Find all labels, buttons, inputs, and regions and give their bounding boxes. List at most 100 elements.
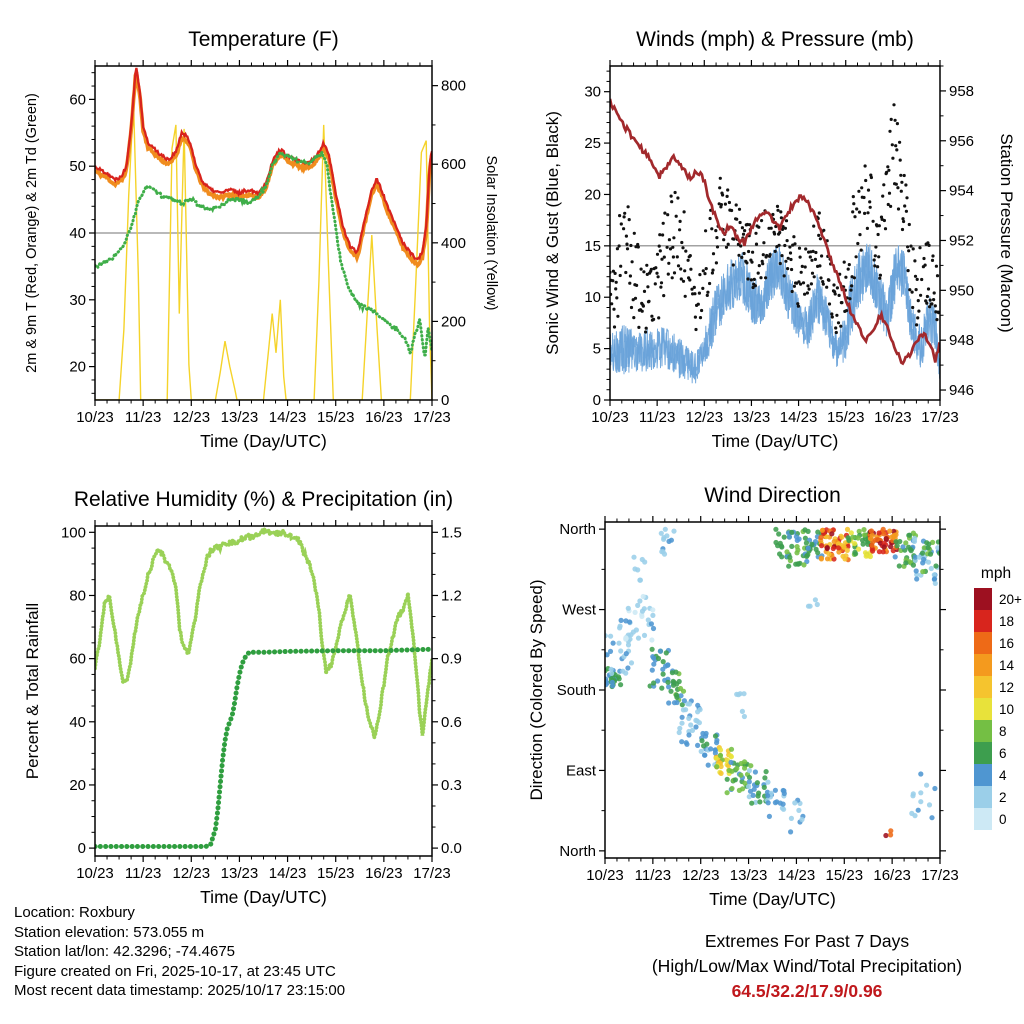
svg-text:14/23: 14/23 [780,409,818,426]
svg-text:Winds (mph) & Pressure (mb): Winds (mph) & Pressure (mb) [636,28,914,51]
svg-text:5: 5 [593,341,601,358]
svg-text:East: East [566,762,597,779]
svg-text:950: 950 [949,282,974,299]
svg-text:13/23: 13/23 [221,409,259,426]
station-elevation: Station elevation: 573.055 m [14,923,205,941]
svg-text:Station Pressure (Maroon): Station Pressure (Maroon) [997,133,1016,332]
svg-text:12/23: 12/23 [686,409,724,426]
extremes-subtitle: (High/Low/Max Wind/Total Precipitation) [651,956,963,976]
svg-text:13/23: 13/23 [730,867,768,884]
svg-text:South: South [557,682,596,699]
svg-text:West: West [562,602,597,619]
svg-text:10/23: 10/23 [76,409,114,426]
svg-text:100: 100 [61,524,86,541]
svg-text:11/23: 11/23 [635,867,671,884]
svg-text:0: 0 [999,812,1007,827]
svg-text:20: 20 [584,186,601,203]
svg-text:Wind Direction: Wind Direction [704,484,841,507]
svg-text:8: 8 [999,724,1007,739]
svg-text:16/23: 16/23 [874,409,912,426]
svg-text:10/23: 10/23 [76,865,114,882]
svg-text:17/23: 17/23 [413,865,451,882]
svg-text:Relative Humidity (%) & Precip: Relative Humidity (%) & Precipitation (i… [74,488,453,511]
svg-text:15/23: 15/23 [317,409,355,426]
svg-text:20+: 20+ [999,592,1022,607]
extremes-title: Extremes For Past 7 Days [704,931,910,951]
svg-text:80: 80 [69,587,86,604]
svg-text:13/23: 13/23 [221,865,259,882]
svg-text:400: 400 [441,235,466,252]
svg-text:16: 16 [999,636,1014,651]
svg-text:14/23: 14/23 [269,409,307,426]
svg-text:40: 40 [69,225,86,242]
svg-text:2m & 9m T (Red, Orange) & 2m T: 2m & 9m T (Red, Orange) & 2m Td (Green) [24,93,40,373]
svg-text:10/23: 10/23 [586,867,624,884]
temperature-chart: 10/23 11/23 12/23 13/23 14/23 15/23 16/23 17/23… [24,28,499,451]
svg-text:14/23: 14/23 [778,867,816,884]
svg-text:15/23: 15/23 [827,409,865,426]
svg-text:Time (Day/UTC): Time (Day/UTC) [712,431,839,451]
data-timestamp: Most recent data timestamp: 2025/10/17 2… [14,982,346,999]
svg-text:Time (Day/UTC): Time (Day/UTC) [709,889,836,909]
svg-text:16/23: 16/23 [365,865,403,882]
svg-text:954: 954 [949,183,974,200]
svg-text:15: 15 [584,238,601,255]
svg-text:15/23: 15/23 [317,865,355,882]
svg-text:Time (Day/UTC): Time (Day/UTC) [200,431,327,451]
svg-text:1.2: 1.2 [441,587,462,604]
station-info: Location: Roxbury Station elevation: 573… [14,903,345,1001]
svg-text:20: 20 [69,359,86,376]
svg-text:600: 600 [441,156,466,173]
svg-text:16/23: 16/23 [873,867,911,884]
svg-text:14: 14 [999,658,1015,673]
svg-text:60: 60 [69,651,86,668]
svg-text:12/23: 12/23 [682,867,720,884]
svg-text:200: 200 [441,313,466,330]
svg-text:15/23: 15/23 [826,867,864,884]
svg-text:50: 50 [69,158,86,175]
svg-text:Temperature (F): Temperature (F) [188,28,339,51]
extremes-values: 64.5/32.2/17.9/0.96 [731,981,883,1001]
svg-text:11/23: 11/23 [639,409,675,426]
svg-text:25: 25 [584,135,601,152]
svg-text:948: 948 [949,332,974,349]
wind-pressure-chart: 10/23 11/23 12/23 13/23 14/23 15/23 16/23 17/23… [543,28,1016,451]
svg-text:Direction (Colored By Speed): Direction (Colored By Speed) [527,579,546,800]
svg-text:North: North [559,521,596,538]
svg-text:North: North [559,843,596,860]
svg-text:18: 18 [999,614,1014,629]
svg-text:2: 2 [999,790,1007,805]
svg-text:0.6: 0.6 [441,714,462,731]
svg-text:30: 30 [584,84,601,101]
svg-text:30: 30 [69,292,86,309]
svg-text:11/23: 11/23 [125,409,161,426]
station-latlon: Station lat/lon: 42.3296; -74.4675 [14,943,236,960]
svg-text:16/23: 16/23 [365,409,403,426]
wind-direction-chart: 10/23 11/23 12/23 13/23 14/23 15/23 16/23 17/23… [527,484,1022,909]
svg-text:956: 956 [949,133,974,150]
svg-text:958: 958 [949,83,974,100]
svg-text:0.3: 0.3 [441,777,462,794]
svg-text:10: 10 [999,702,1014,717]
svg-text:4: 4 [999,768,1007,783]
svg-text:12: 12 [999,680,1014,695]
svg-text:Solar Insolation (Yellow): Solar Insolation (Yellow) [483,155,499,310]
svg-text:0: 0 [78,840,86,857]
svg-text:0: 0 [593,392,601,409]
svg-text:12/23: 12/23 [173,409,211,426]
svg-text:1.5: 1.5 [441,524,462,541]
svg-text:10/23: 10/23 [591,409,629,426]
svg-text:10: 10 [584,289,601,306]
svg-text:952: 952 [949,232,974,249]
svg-text:6: 6 [999,746,1007,761]
svg-text:13/23: 13/23 [733,409,771,426]
svg-text:20: 20 [69,777,86,794]
svg-text:60: 60 [69,91,86,108]
svg-text:946: 946 [949,382,974,399]
svg-text:800: 800 [441,78,466,95]
humidity-precip-chart: 10/23 11/23 12/23 13/23 14/23 15/23 16/23 17/23… [23,488,462,907]
svg-text:0.0: 0.0 [441,840,462,857]
svg-text:17/23: 17/23 [921,409,959,426]
svg-text:Percent & Total Rainfall: Percent & Total Rainfall [23,603,42,779]
